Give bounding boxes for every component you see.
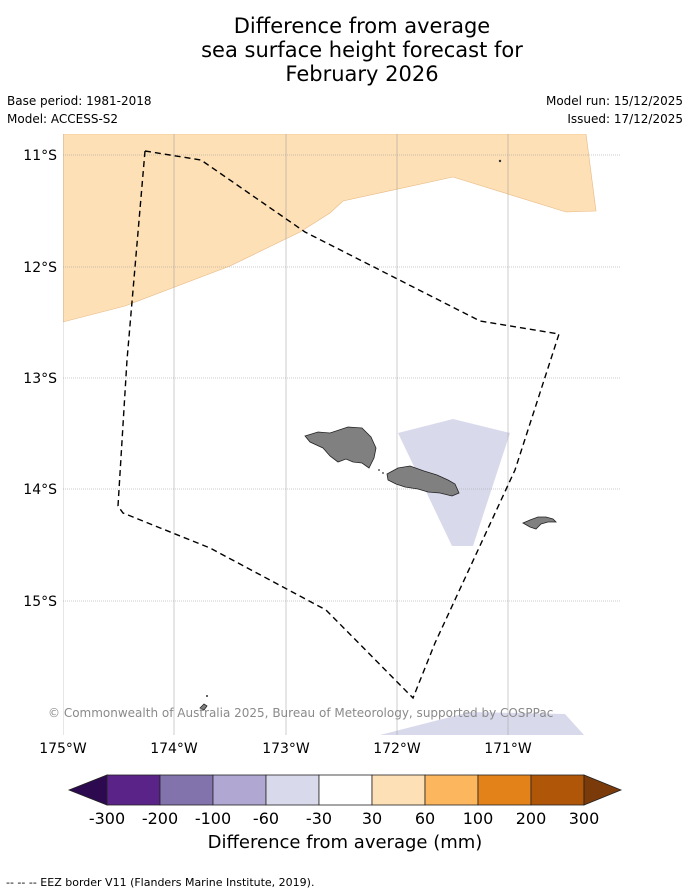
model-name: Model: ACCESS-S2 [7,112,119,126]
colorbar-tick: 60 [415,809,435,828]
colorbar-extend-low [67,774,108,806]
upolu-island [386,465,460,497]
anomaly-region-negative-south [380,712,584,735]
latitude-labels: 11°S 12°S 13°S 14°S 15°S [23,148,57,610]
gridlines [63,134,620,735]
lat-label: 12°S [23,260,57,276]
lat-label: 11°S [23,148,57,164]
colorbar-segment [318,774,373,806]
colorbar-tick: -60 [253,809,279,828]
colorbar-segment [530,774,585,806]
lon-label: 173°W [262,741,310,757]
lat-label: 15°S [23,594,57,610]
colorbar-tick: 100 [463,809,494,828]
islet-manono [382,472,384,474]
title-line-1: Difference from average [233,14,491,38]
colorbar-tick: 200 [516,809,547,828]
colorbar-tick: -300 [89,809,125,828]
tutuila-island [522,516,557,530]
colorbar-segment [212,774,267,806]
eez-border [117,150,560,700]
colorbar-segment [159,774,214,806]
colorbar-tick: 300 [569,809,600,828]
colorbar-tick: -200 [142,809,178,828]
colorbar [67,774,623,806]
savaii-island [304,426,377,469]
issued-date: Issued: 17/12/2025 [567,112,683,126]
lat-label: 13°S [23,371,57,387]
colorbar-tick: -100 [195,809,231,828]
colorbar-segment [477,774,532,806]
anomaly-region-negative [398,419,510,546]
model-run: Model run: 15/12/2025 [545,94,683,108]
map-title: Difference from average sea surface heig… [0,14,690,86]
anomaly-region-positive [63,134,597,323]
base-period: Base period: 1981-2018 [7,94,152,108]
colorbar-extend-high [583,774,623,806]
colorbar-tick: 30 [362,809,382,828]
lon-label: 172°W [373,741,421,757]
copyright-notice: © Commonwealth of Australia 2025, Bureau… [48,706,554,720]
lat-label: 14°S [23,482,57,498]
colorbar-ticks: -300 -200 -100 -60 -30 30 60 100 200 300 [89,809,599,828]
colorbar-segment [371,774,426,806]
lon-label: 175°W [39,741,87,757]
longitude-labels: 175°W 174°W 173°W 172°W 171°W [39,741,532,757]
colorbar-tick: -30 [306,809,332,828]
islet-apolima [378,469,380,471]
eez-legend-note: -- -- -- EEZ border V11 (Flanders Marine… [6,876,315,889]
islet-south [206,695,208,697]
map-area [63,134,620,735]
lon-label: 171°W [484,741,532,757]
colorbar-label: Difference from average (mm) [207,832,483,853]
colorbar-segment [106,774,161,806]
colorbar-segment [265,774,320,806]
colorbar-segment [424,774,479,806]
islet-north [498,159,502,163]
wallis-island [199,703,208,711]
title-line-2: sea surface height forecast for [201,38,523,62]
lon-label: 174°W [150,741,198,757]
title-line-3: February 2026 [285,62,439,86]
